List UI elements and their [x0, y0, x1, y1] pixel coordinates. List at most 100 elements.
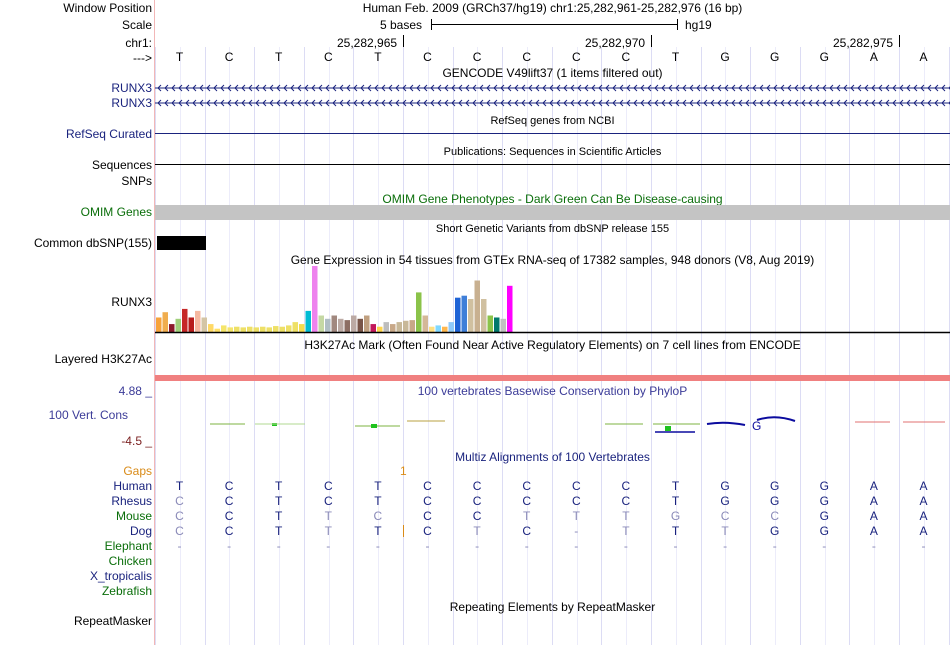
sequences-label[interactable]: Sequences [91, 158, 152, 172]
conservation-graph[interactable]: G [155, 400, 950, 440]
strand-chevron [696, 84, 701, 92]
strand-chevron [724, 84, 729, 92]
dbsnp-variant-block[interactable] [157, 236, 206, 250]
strand-chevron [899, 84, 904, 92]
alignment-base: A [919, 494, 928, 508]
ref-base: A [869, 50, 878, 64]
gtex-bar [266, 327, 272, 332]
strand-chevron [521, 84, 526, 92]
gtex-bar [390, 324, 396, 332]
strand-chevron [283, 84, 288, 92]
strand-chevron [920, 84, 925, 92]
species-label-human[interactable]: Human [113, 479, 152, 493]
strand-chevron [248, 99, 253, 107]
omim-feature-bar[interactable] [155, 205, 950, 220]
species-label-mouse[interactable]: Mouse [115, 509, 152, 523]
alignment-base: C [224, 494, 234, 508]
strand-chevron [220, 84, 225, 92]
gencode-item-runx3-2[interactable]: RUNX3 [111, 96, 152, 110]
strand-chevron [332, 99, 337, 107]
species-label-elephant[interactable]: Elephant [104, 539, 152, 553]
gtex-bar [273, 326, 279, 332]
strand-chevron [283, 99, 288, 107]
gtex-bar [286, 325, 292, 332]
gtex-bar [468, 299, 474, 332]
strand-chevron [801, 99, 806, 107]
strand-chevron [241, 99, 246, 107]
h3k27ac-signal[interactable] [155, 375, 950, 381]
gtex-bar [377, 326, 383, 332]
strand-chevron [164, 99, 169, 107]
repeatmasker-label[interactable]: RepeatMasker [73, 614, 152, 628]
alignment-base: C [423, 509, 432, 523]
strand-chevron [780, 99, 785, 107]
strand-chevron [430, 84, 435, 92]
ref-base: C [522, 50, 532, 64]
strand-chevron [738, 99, 743, 107]
gtex-bar [195, 310, 201, 332]
species-label-zebrafish[interactable]: Zebrafish [101, 584, 152, 598]
alignment-base: T [671, 494, 680, 508]
publications-line[interactable] [155, 164, 950, 165]
strand-chevron [766, 84, 771, 92]
strand-chevron [458, 84, 463, 92]
h3k27ac-label[interactable]: Layered H3K27Ac [54, 352, 152, 366]
strand-chevron [451, 99, 456, 107]
alignment-base: C [423, 479, 432, 493]
strand-chevron [297, 84, 302, 92]
snps-label[interactable]: SNPs [121, 174, 152, 188]
refseq-gene-line[interactable] [155, 133, 950, 134]
conservation-label[interactable]: 100 Vert. Cons [48, 408, 128, 422]
strand-chevron [871, 84, 876, 92]
multiz-track-title[interactable]: Multiz Alignments of 100 Vertebrates [455, 450, 650, 464]
gtex-track-title[interactable]: Gene Expression in 54 tissues from GTEx … [290, 253, 815, 267]
dbsnp-label[interactable]: Common dbSNP(155) [33, 236, 152, 250]
dbsnp-track-title[interactable]: Short Genetic Variants from dbSNP releas… [435, 223, 670, 235]
gencode-gene-lines[interactable] [155, 82, 950, 112]
alignment-base: T [374, 479, 382, 493]
strand-chevron [864, 99, 869, 107]
strand-chevron [507, 84, 512, 92]
strand-chevron [437, 99, 442, 107]
species-label-rhesus[interactable]: Rhesus [111, 494, 152, 508]
strand-chevron [311, 99, 316, 107]
strand-chevron [388, 99, 393, 107]
omim-track-title[interactable]: OMIM Gene Phenotypes - Dark Green Can Be… [382, 192, 723, 206]
strand-chevron [528, 84, 533, 92]
species-label-chicken[interactable]: Chicken [108, 554, 152, 568]
gtex-gene-label[interactable]: RUNX3 [111, 295, 152, 309]
species-label-dog[interactable]: Dog [129, 524, 152, 538]
coord-label-1: 25,282,965 [337, 36, 398, 50]
strand-chevron [178, 84, 183, 92]
gencode-track-title[interactable]: GENCODE V49lift37 (1 items filtered out) [442, 66, 663, 80]
conservation-track-title[interactable]: 100 vertebrates Basewise Conservation by… [417, 384, 688, 398]
gaps-label[interactable]: Gaps [123, 464, 152, 478]
strand-chevron [556, 99, 561, 107]
alignment-base: G [720, 494, 730, 508]
gencode-item-runx3-1[interactable]: RUNX3 [111, 81, 152, 95]
alignment-base: C [175, 524, 184, 538]
gtex-bar [253, 327, 259, 332]
h3k27ac-track-title[interactable]: H3K27Ac Mark (Often Found Near Active Re… [304, 338, 801, 352]
omim-label[interactable]: OMIM Genes [80, 205, 152, 219]
alignment-base: T [275, 524, 283, 538]
repeatmasker-track-title[interactable]: Repeating Elements by RepeatMasker [449, 600, 656, 614]
strand-chevron [682, 99, 687, 107]
strand-chevron [913, 99, 918, 107]
coord-label-3: 25,282,975 [833, 36, 894, 50]
publications-track-title[interactable]: Publications: Sequences in Scientific Ar… [443, 146, 662, 158]
strand-chevron [311, 84, 316, 92]
refseq-label[interactable]: RefSeq Curated [65, 127, 152, 141]
strand-chevron [752, 84, 757, 92]
gtex-bar [461, 295, 467, 332]
gtex-bar-chart[interactable] [155, 266, 950, 336]
strand-chevron [367, 99, 372, 107]
ref-base: A [919, 50, 928, 64]
gtex-bar [260, 326, 266, 332]
species-label-x_tropicalis[interactable]: X_tropicalis [89, 569, 152, 583]
refseq-track-title[interactable]: RefSeq genes from NCBI [490, 115, 615, 127]
strand-chevron [682, 84, 687, 92]
strand-chevron [654, 99, 659, 107]
strand-chevron [388, 84, 393, 92]
